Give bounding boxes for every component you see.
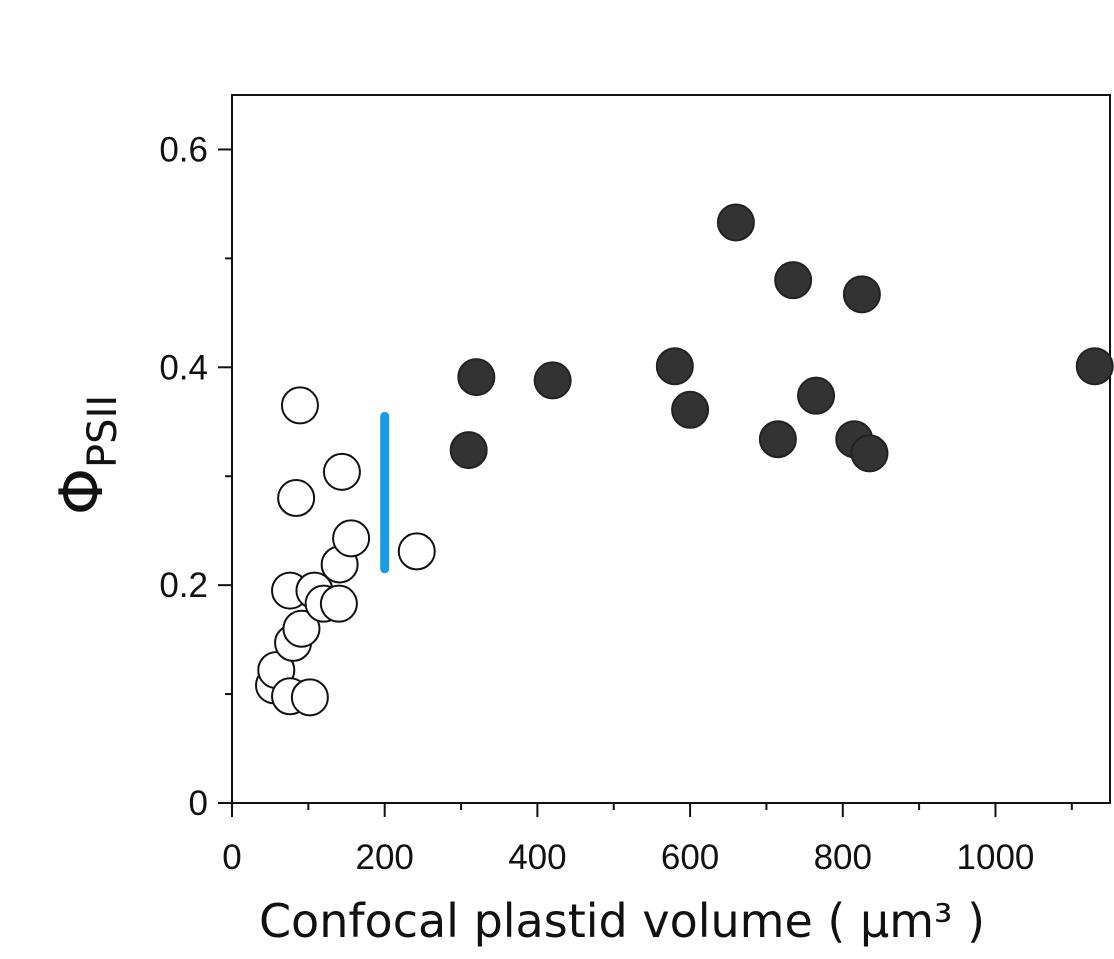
y-tick-label: 0.2: [159, 566, 208, 605]
open-circle-point: [332, 519, 371, 558]
data-points: [254, 203, 1114, 717]
filled-circle-point: [457, 358, 496, 397]
x-axis-title: Confocal plastid volume ( µm³ ): [259, 894, 985, 948]
filled-circle-point: [533, 361, 572, 400]
filled-circle-point: [774, 261, 813, 300]
x-tick-label: 400: [508, 838, 566, 877]
x-axis: 0 200 400 600 800 1000: [222, 803, 1073, 877]
open-circle-point: [397, 532, 436, 571]
open-circle-point: [280, 386, 319, 425]
y-axis: 0 0.2 0.4 0.6: [159, 130, 232, 823]
open-circle-point: [282, 609, 321, 648]
open-circle-point: [290, 678, 329, 717]
open-circle-point: [319, 584, 358, 623]
filled-circle-point: [449, 431, 488, 470]
filled-circle-point: [671, 390, 710, 429]
svg-text:ΦPSII: ΦPSII: [47, 395, 126, 515]
y-tick-label: 0.4: [159, 348, 208, 387]
y-axis-title-subscript: PSII: [80, 395, 126, 468]
plot-frame: [231, 94, 1111, 804]
x-tick-label: 200: [355, 838, 413, 877]
filled-circle-point: [842, 275, 881, 314]
open-circle-point: [322, 452, 361, 491]
filled-circle-point: [797, 376, 836, 415]
x-tick-label: 600: [661, 838, 719, 877]
filled-circle-point: [1075, 347, 1114, 386]
filled-circle-point: [758, 420, 797, 459]
filled-circle-point: [655, 347, 694, 386]
open-circle-point: [277, 479, 316, 518]
y-axis-title: ΦPSII: [47, 395, 126, 515]
y-tick-label: 0.6: [159, 130, 208, 169]
x-tick-label: 0: [222, 838, 241, 877]
y-axis-title-symbol: Φ: [47, 468, 117, 515]
filled-circle-point: [716, 203, 755, 242]
x-tick-label: 800: [814, 838, 872, 877]
y-tick-label: 0: [189, 784, 208, 823]
filled-circle-point: [850, 434, 889, 473]
x-tick-label: 1000: [957, 838, 1035, 877]
